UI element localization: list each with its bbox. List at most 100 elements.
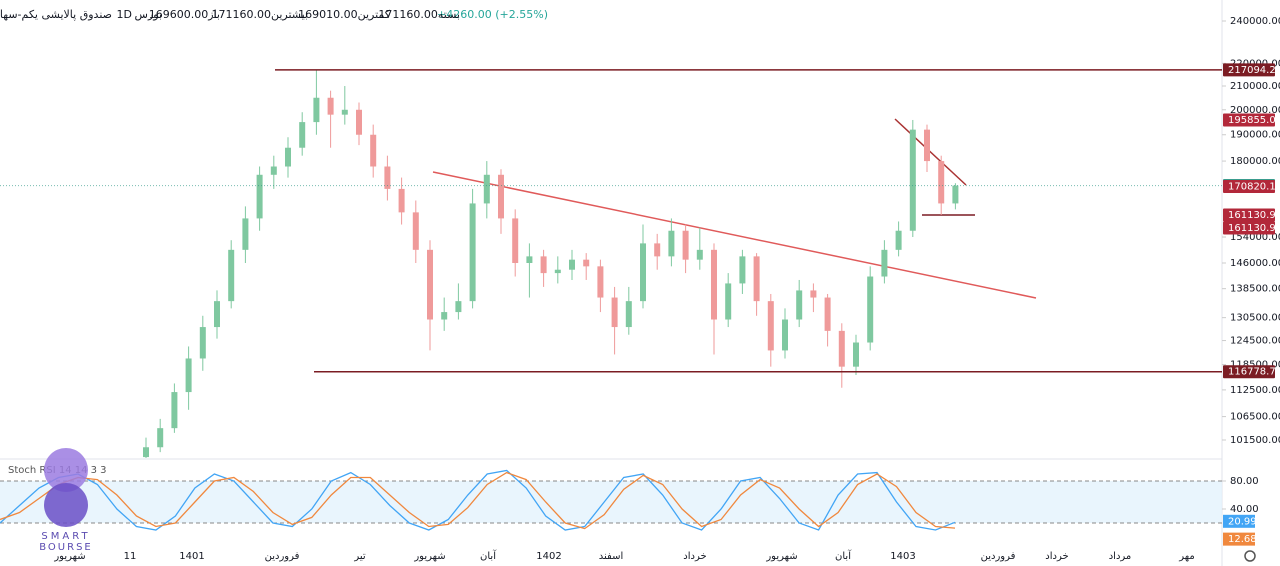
price-badge (1223, 208, 1275, 222)
candle-body (725, 283, 732, 320)
indicator-band (0, 481, 1222, 523)
candle-body (313, 97, 320, 123)
candle-body (739, 256, 746, 284)
x-tick-label: فروردین (265, 551, 300, 562)
candle-body (341, 109, 348, 115)
y-tick-label: 146000.00 (1230, 258, 1280, 269)
candle-body (668, 230, 675, 257)
candle-body (270, 166, 277, 175)
y-tick-label: 118500.00 (1230, 360, 1280, 371)
candle-body (512, 218, 519, 263)
y-tick-label: 154000.00 (1230, 232, 1280, 243)
logo: SMART BOURSE (39, 448, 93, 553)
price-badge-label: 116778.79 (1228, 367, 1280, 378)
gear[interactable] (1244, 550, 1256, 562)
price-badge (1223, 221, 1275, 235)
candle-body (569, 259, 575, 270)
x-tick-label: مهر (1178, 551, 1194, 562)
candle-body (867, 276, 874, 343)
y-tick-label: 124500.00 (1230, 336, 1280, 347)
candle-body (370, 134, 377, 167)
candle-body (285, 147, 291, 167)
logo-text: BOURSE (39, 542, 93, 553)
candle-body (526, 256, 533, 263)
settings-icon[interactable] (1244, 550, 1256, 562)
price-badge (1223, 180, 1275, 194)
candle-body (498, 174, 504, 219)
candle-body (299, 122, 306, 148)
candle-body (242, 218, 249, 250)
candle-body (611, 297, 618, 328)
y-tick-label: 40.00 (1230, 504, 1259, 515)
candle-body (455, 301, 462, 313)
y-tick-label: 80.00 (1230, 476, 1259, 487)
x-tick-label: 1401 (179, 551, 204, 562)
header-interval: 1D (117, 8, 132, 21)
candle-body (157, 428, 164, 448)
candle-body (881, 249, 888, 277)
candle-body (398, 188, 405, 213)
header-open: باز169600.00 (149, 8, 220, 21)
y-tick-label: 106500.00 (1230, 412, 1280, 423)
candle-body (796, 290, 803, 320)
trendline (432, 171, 1037, 299)
candle-body (696, 249, 703, 260)
header-close: بسته171160.00 (378, 8, 460, 21)
x-tick-label: تیر (353, 551, 366, 562)
x-tick-label: 1403 (890, 551, 915, 562)
candle-body (597, 266, 604, 298)
candle-body (327, 97, 334, 115)
candle-body (384, 166, 391, 189)
candle-body (625, 301, 632, 328)
candle-body (356, 109, 362, 135)
y-tick-label: 112500.00 (1230, 385, 1280, 396)
candle-body (711, 249, 717, 320)
header-name: صندوق پالایشی یکم-سهام (0, 8, 112, 21)
x-tick-label: 11 (124, 551, 137, 562)
candle-body (483, 174, 490, 204)
price-pane (143, 69, 1037, 458)
x-tick-label: 1402 (536, 551, 561, 562)
x-tick-label: مرداد (1109, 551, 1132, 562)
price-badge (1223, 63, 1275, 77)
y-tick-label: 180000.00 (1230, 156, 1280, 167)
x-tick-label: شهریور (413, 551, 445, 562)
x-tick-label: اسفند (599, 551, 623, 562)
candle-body (199, 327, 206, 359)
candle-body (228, 249, 235, 302)
candle-body (895, 230, 902, 250)
price-badge-label: 195855.03 (1228, 115, 1280, 126)
logo-shape (44, 448, 88, 492)
candle-body (640, 243, 646, 302)
candle-body (185, 358, 192, 393)
indicator-line (0, 469, 956, 531)
y-tick-label: 130500.00 (1230, 313, 1280, 324)
value-badge (1223, 532, 1255, 546)
x-tick-label: آبان (835, 549, 852, 562)
candle-body (583, 259, 590, 267)
price-badge-label: 217094.28 (1228, 65, 1280, 76)
candle-body (427, 249, 433, 320)
x-tick-label: شهریور (765, 551, 797, 562)
candle-body (924, 129, 930, 162)
y-tick-label: 210000.00 (1230, 81, 1280, 92)
logo-text: SMART (41, 531, 90, 542)
trendline (894, 118, 967, 186)
price-badge-label: 161130.97 (1228, 223, 1280, 234)
price-badge-label: 161130.97 (1228, 210, 1280, 221)
price-badge (1223, 365, 1275, 379)
candle-body (853, 342, 859, 367)
candle-body (909, 129, 916, 231)
value-badge (1223, 514, 1255, 528)
header-low: کمترین169010.00 (298, 8, 391, 21)
candle-body (554, 269, 561, 274)
price-badge-label: 170820.11 (1228, 182, 1280, 193)
candle-body (753, 256, 760, 302)
value-badge-label: 12.68 (1228, 534, 1257, 545)
header-change: +4260.00 (+2.55%) (437, 8, 548, 21)
candle-body (469, 203, 476, 302)
y-tick-label: 240000.00 (1230, 16, 1280, 27)
price-badge (1223, 113, 1275, 127)
candle-body (143, 447, 149, 458)
